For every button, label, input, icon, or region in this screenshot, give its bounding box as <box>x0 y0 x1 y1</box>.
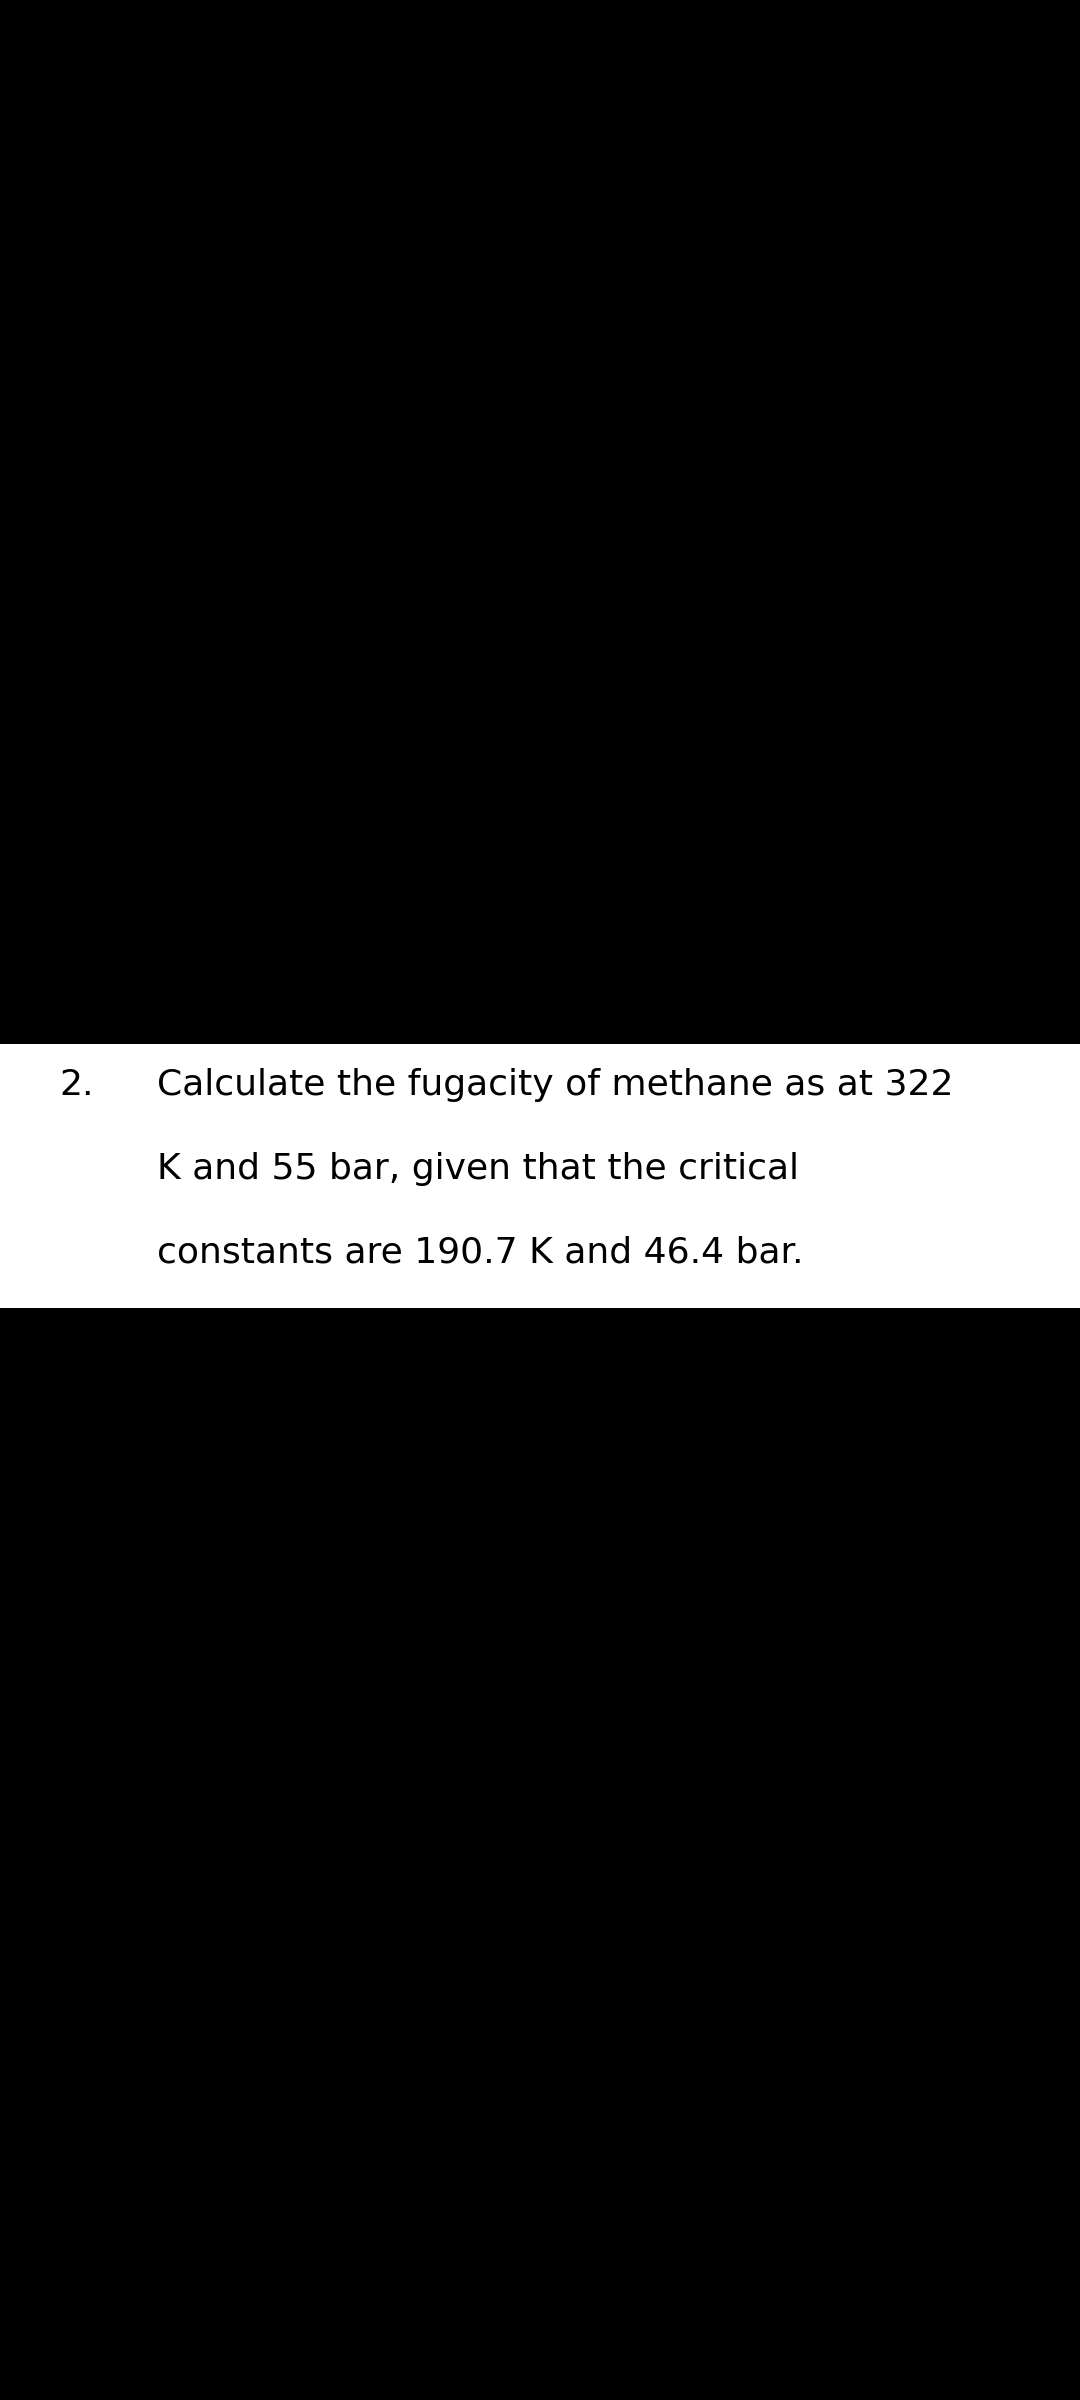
Text: K and 55 bar, given that the critical: K and 55 bar, given that the critical <box>157 1152 798 1186</box>
Text: Calculate the fugacity of methane as at 322: Calculate the fugacity of methane as at … <box>157 1068 954 1102</box>
Text: 2.: 2. <box>59 1068 94 1102</box>
FancyBboxPatch shape <box>0 1044 1080 1308</box>
Text: constants are 190.7 K and 46.4 bar.: constants are 190.7 K and 46.4 bar. <box>157 1236 804 1270</box>
